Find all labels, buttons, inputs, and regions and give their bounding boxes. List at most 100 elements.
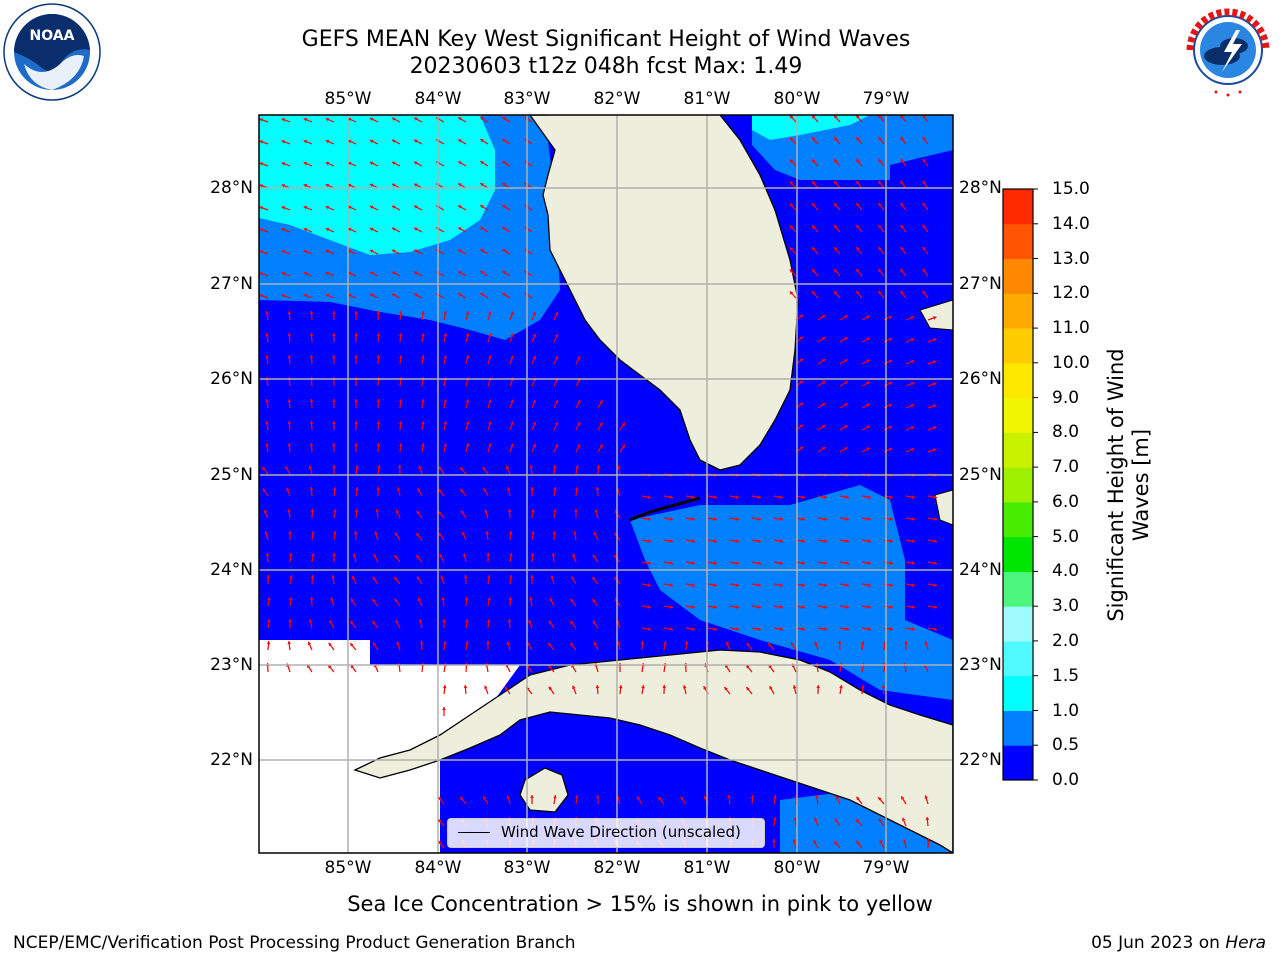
wave-arrow-head [325,161,330,166]
wave-arrow-head [303,140,308,144]
wave-arrow-head [465,333,470,337]
colorbar-swatch [1003,675,1033,711]
wave-arrow-head [502,117,506,121]
wave-arrow-head [287,399,292,403]
wave-arrow-head [823,561,827,565]
lon-label-top: 79°W [862,89,910,109]
colorbar-swatch [1003,710,1033,746]
lon-label-bottom: 83°W [503,858,551,878]
wave-arrow-head [438,840,442,845]
wave-arrow-head [527,642,531,646]
wave-arrow-head [769,686,773,690]
wave-arrow-head [507,509,512,513]
lon-label-bottom: 80°W [773,858,821,878]
wave-arrow-head [735,539,739,543]
chart-subtitle: 20230603 t12z 048h fcst Max: 1.49 [409,54,803,79]
wave-arrow-head [812,203,816,207]
wave-arrow-head [779,495,783,499]
wave-arrow-head [488,355,492,359]
wave-arrow-head [265,443,269,447]
wave-arrow-head [308,619,313,623]
lon-label-top: 85°W [324,89,372,109]
colorbar-swatch [1003,606,1033,642]
wave-arrow-head [789,269,794,273]
wave-arrow-head [845,495,849,499]
wave-arrow-head [309,597,314,601]
lat-label-right: 27°N [959,274,1002,294]
wave-arrow-head [309,333,314,337]
wave-arrow-head [458,183,462,187]
wave-arrow-head [866,337,870,341]
wave-arrow-head [574,509,578,512]
wave-arrow-head [488,333,492,337]
wave-arrow-head [414,249,418,253]
wave-arrow-head [458,227,462,231]
wave-arrow-head [750,795,755,799]
wave-arrow-head [480,139,484,143]
wave-arrow-head [484,509,488,513]
wave-arrow-head [263,509,267,514]
wave-arrow-head [303,250,308,254]
wave-arrow-head [834,115,838,119]
colorbar-tick-label: 8.0 [1052,422,1080,443]
wave-arrow-head [288,619,292,623]
wave-arrow-head [442,619,446,623]
wave-arrow-head [933,404,937,408]
wave-arrow-head [395,532,399,536]
wave-arrow-head [933,448,937,452]
wave-arrow-head [773,817,777,821]
lon-label-bottom: 85°W [324,858,372,878]
wave-arrow-head [442,707,446,710]
wave-arrow-head [332,421,336,424]
wave-arrow-head [458,161,462,165]
colorbar [1002,188,1038,781]
wave-arrow-head [834,203,838,207]
wave-arrow-head [647,583,651,587]
colorbar-tick-label: 6.0 [1052,491,1080,512]
wave-arrow-head [396,641,400,645]
wave-arrow-head [878,159,882,163]
wave-arrow-head [395,620,399,624]
wave-arrow-head [259,250,263,254]
wave-arrow-head [791,642,795,646]
wave-arrow-head [663,641,667,645]
wave-arrow-head [866,315,870,319]
wave-arrow-head [505,465,510,470]
land-bahamas-north [919,299,953,331]
wave-arrow-head [757,627,761,631]
wave-arrow-head [911,495,915,499]
wave-arrow-head [354,421,358,424]
wave-arrow-head [726,641,730,646]
wave-arrow-head [414,293,418,297]
lat-label-left: 26°N [210,369,253,389]
wave-arrow-head [354,311,358,314]
colorbar-label: Significant Height of Wind Waves [m] [1104,348,1153,622]
wave-arrow-head [757,539,761,543]
wave-arrow-head [458,271,462,275]
wave-arrow-head [502,205,506,209]
wave-arrow-head [369,117,374,121]
wave-arrow-head [922,224,926,229]
wave-arrow-head [735,561,739,565]
wave-arrow-head [856,796,860,801]
colorbar-tick-label: 11.0 [1052,318,1090,339]
wave-arrow-head [438,532,442,537]
wave-arrow-head [757,517,761,521]
wave-arrow-head [799,402,804,406]
wave-arrow-head [325,139,330,144]
wave-arrow-head [572,553,576,557]
wave-arrow-head [421,443,425,447]
wave-arrow-head [878,818,882,823]
colorbar-tick-label: 1.5 [1052,665,1080,686]
lat-label-right: 24°N [959,560,1002,580]
date-text: 05 Jun 2023 on [1091,933,1220,953]
wave-arrow-head [287,355,292,359]
wave-arrow-head [647,495,651,499]
wave-arrow-head [510,443,514,447]
wave-arrow-head [332,333,336,336]
wave-arrow-head [823,517,827,521]
wave-arrow-head [458,117,462,121]
wave-arrow-head [554,355,559,360]
wave-arrow-head [575,465,579,469]
wave-arrow-head [354,333,358,336]
